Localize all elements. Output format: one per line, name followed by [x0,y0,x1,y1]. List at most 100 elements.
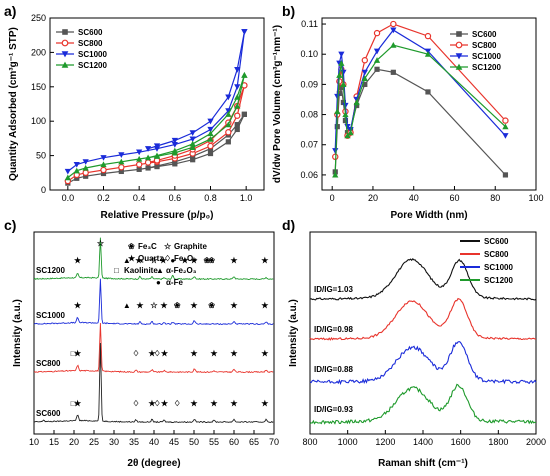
panel-a-legend-marker [61,61,69,68]
panel-d-spectrum-SC1200 [309,383,537,425]
panel-a-point-SC1200 [241,71,248,78]
panel-b-point-SC600 [390,69,396,75]
panel-a-point-SC800 [135,161,143,168]
panel-c-peak-marker: ★ [210,399,218,408]
panel-b-point-SC600 [338,84,344,91]
panel-c-xtick-label: 50 [189,437,199,447]
panel-c-legend-symbol: ▲ [156,266,164,275]
panel-c-peak-marker: ★ [230,301,238,310]
panel-b-point-SC1200 [336,72,343,78]
panel-c-letter: c) [4,217,16,233]
panel-c-peak-marker: ★ [181,256,189,265]
panel-c-series-label-SC800: SC800 [36,359,61,368]
panel-d-legend-label: SC800 [484,250,509,259]
panel-b-point-SC1200 [344,132,351,139]
panel-c-series-label-SC1200: SC1200 [36,266,65,275]
panel-b-legend-label: SC600 [472,30,497,39]
panel-c-legend-symbol: ❀ [128,242,135,251]
panel-c-peak-marker: ❀ [174,301,181,310]
panel-c-xtick-label: 15 [49,437,59,447]
panel-a-point-SC1000 [207,126,214,133]
panel-c-legend-symbol: ☆ [164,242,172,251]
panel-c-peak-marker: ♢ [132,349,139,358]
panel-c-peak-marker: ★ [161,349,169,358]
panel-a-point-SC800 [144,159,152,166]
panel-c-xtick-label: 10 [29,437,39,447]
panel-a-isotherm: a) 0.0 0.2 0.4 0.6 0.8 1.0 0 50 100 150 200 250 SC6… [4,3,265,221]
panel-c-peak-marker: ★ [161,399,169,408]
panel-c-graphite-peak-marker: ☆ [97,239,105,248]
panel-d-ylabel: Intensity (a.u.) [288,299,299,367]
panel-b-point-SC1000 [361,69,368,76]
panel-d-xtick-label: 2000 [526,437,546,447]
panel-a-ytick-label: 0 [41,185,46,195]
panel-b-ytick-label: 0.10 [300,49,318,59]
panel-a-letter: a) [4,3,16,19]
panel-a-ytick-label: 200 [31,47,46,57]
panel-c-xtick-label: 60 [229,437,239,447]
panel-b-point-SC1200 [424,51,432,57]
panel-b-point-SC600 [425,89,431,95]
panel-d-legend: SC600 SC800 SC1000 SC1200 [460,237,513,285]
panel-a-xtick-label: 0.2 [97,193,110,203]
panel-d-ratio-label-SC1200: ID/IG=0.93 [314,405,353,414]
panel-c-peak-marker: ❀ [208,256,215,265]
panel-a-point-SC600 [83,173,89,179]
panel-c-series-label-SC600: SC600 [36,409,61,418]
panel-a-point-SC600 [207,150,214,157]
panel-a-point-SC600 [241,111,247,117]
panel-b-point-SC1200 [390,42,397,48]
panel-c-peak-marker: ★ [210,349,218,358]
panel-b-point-SC1000 [332,148,339,154]
panel-a-point-SC1200 [82,164,89,171]
panel-c-peak-marker: ★ [261,349,269,358]
panel-b-point-SC800 [390,20,397,28]
panel-a-legend-marker [61,39,69,47]
panel-c-xtick-label: 30 [109,437,119,447]
panel-a-point-SC1200 [153,152,161,159]
panel-c-legend-label: Fe₃C [138,242,157,251]
panel-a-legend-marker [62,29,68,35]
panel-c-peak-marker: ☆ [150,256,158,265]
panel-d-legend-label: SC1200 [484,276,513,285]
panel-a-point-SC1000 [64,168,71,175]
panel-c-peak-marker: □ [71,349,76,358]
panel-c-xrd: c) 10 15 20 25 30 35 40 45 50 55 60 65 70 SC1200 SC10… [4,217,279,469]
panel-a-legend-label: SC1200 [78,61,107,70]
panel-a-point-SC1200 [234,94,241,100]
panel-b-point-SC1200 [332,171,339,178]
panel-b-point-SC1200 [338,60,345,66]
panel-c-peak-marker: ★ [190,256,198,265]
panel-b-ytick-label: 0.08 [300,110,318,120]
panel-b-point-SC1200 [340,81,347,87]
panel-a-legend-label: SC1000 [78,50,107,59]
panel-c-xtick-label: 55 [209,437,219,447]
panel-c-peak-marker: ★ [230,256,238,265]
panel-b-point-SC800 [424,32,432,40]
panel-b-point-SC1200 [361,75,368,81]
panel-a-point-SC1200 [171,147,178,154]
panel-b-point-SC600 [362,81,368,87]
panel-d-xtick-label: 1000 [338,437,358,447]
panel-b-legend-label: SC1000 [472,52,501,61]
panel-b-xtick-label: 100 [528,193,543,203]
panel-b-point-SC1000 [334,93,341,100]
panel-c-peak-marker: ★ [74,256,82,265]
panel-b-point-SC1000 [390,27,397,34]
panel-b-point-SC1200 [353,99,360,106]
panel-b-point-SC800 [502,117,509,124]
panel-d-xtick-label: 800 [302,437,317,447]
panel-c-peak-marker: ● [170,256,175,265]
panel-c-peak-marker: ★ [74,349,82,358]
panel-d-legend-label: SC1000 [484,263,513,272]
panel-a-point-SC600 [145,165,151,171]
panel-d-xtick-label: 1200 [375,437,395,447]
panel-a-plot-area [64,29,248,186]
panel-b-ytick-label: 0.06 [300,170,318,180]
panel-a-xlabel: Relative Pressure (p/p₀) [101,210,214,221]
panel-a-point-SC1000 [207,118,214,125]
panel-c-legend-symbol: ★ [128,254,136,263]
panel-c-peak-marker: ☆ [150,301,158,310]
panel-d-spectrum-SC1000 [309,341,537,386]
panel-d-xtick-label: 1400 [413,437,433,447]
